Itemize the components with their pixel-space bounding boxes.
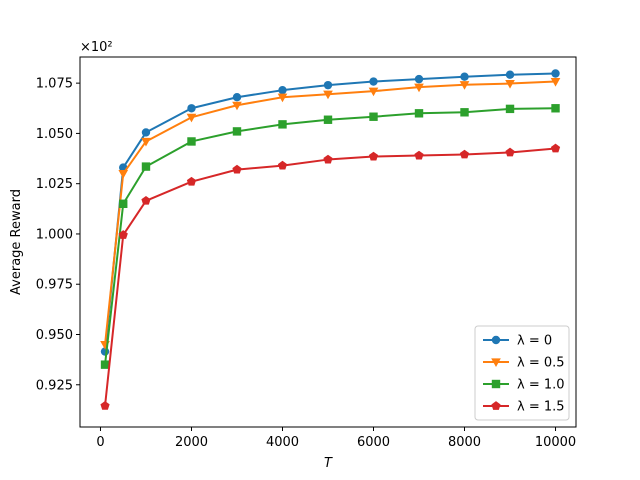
legend-label: λ = 1.5 xyxy=(517,400,565,415)
y-tick-label: 1.050 xyxy=(36,127,73,142)
legend-item: λ = 1.0 xyxy=(483,378,565,393)
y-tick-label: 1.025 xyxy=(36,177,73,192)
data-point xyxy=(505,70,515,79)
data-point xyxy=(186,113,197,123)
x-tick-label: 8000 xyxy=(448,435,481,450)
data-point xyxy=(186,176,197,186)
data-point xyxy=(459,81,470,90)
data-point xyxy=(505,104,515,114)
data-point xyxy=(232,101,242,111)
legend: λ = 0 λ = 0.5 λ = 1.0 λ = 1.5 xyxy=(474,325,570,421)
data-point xyxy=(460,108,469,117)
data-point xyxy=(187,137,196,146)
data-point xyxy=(369,112,378,121)
data-point xyxy=(414,150,424,160)
data-point xyxy=(414,109,424,118)
data-point xyxy=(414,74,424,84)
data-point xyxy=(414,83,424,93)
legend-item: λ = 1.5 xyxy=(483,400,565,415)
data-point xyxy=(118,230,128,239)
y-tick-label: 0.925 xyxy=(36,378,73,393)
series-line xyxy=(104,147,556,406)
data-point xyxy=(187,104,196,113)
data-point xyxy=(141,195,151,205)
series-2 xyxy=(100,104,560,369)
y-axis-label: Average Reward xyxy=(9,189,24,295)
x-axis-label: T xyxy=(324,456,333,471)
x-tick-label: 6000 xyxy=(357,435,390,450)
series-0 xyxy=(100,69,560,356)
data-point xyxy=(323,90,333,100)
series-line xyxy=(104,107,556,365)
data-point xyxy=(505,79,515,89)
series-line xyxy=(104,80,556,345)
data-point xyxy=(368,87,379,97)
series-layer xyxy=(100,69,561,410)
legend-marker xyxy=(491,335,501,345)
data-point xyxy=(141,128,151,137)
data-point xyxy=(119,199,128,208)
y-tick-label: 1.000 xyxy=(36,227,73,242)
data-point xyxy=(550,77,561,87)
data-point xyxy=(369,77,378,86)
data-point xyxy=(323,115,333,124)
legend-item: λ = 0.5 xyxy=(483,356,565,371)
data-point xyxy=(368,151,379,161)
legend-marker xyxy=(491,401,501,410)
data-point xyxy=(278,85,287,95)
data-point xyxy=(118,170,129,179)
x-tick-label: 0 xyxy=(96,435,104,450)
y-tick-label: 1.075 xyxy=(36,77,73,92)
x-tick-label: 2000 xyxy=(175,435,208,450)
data-point xyxy=(323,154,333,164)
data-point xyxy=(141,137,151,147)
x-tick-label: 4000 xyxy=(266,435,299,450)
y-tick-label: 0.950 xyxy=(36,328,73,343)
legend-label: λ = 0.5 xyxy=(517,356,565,371)
ticks-layer: 0 2000 4000 6000 8000 10000 0.925 0.950 0.975 1.0… xyxy=(36,77,576,450)
data-point xyxy=(100,401,110,410)
data-point xyxy=(323,80,333,90)
data-point xyxy=(459,149,470,159)
legend-marker xyxy=(491,379,501,389)
data-point xyxy=(505,147,515,157)
data-point xyxy=(141,162,151,171)
data-point xyxy=(277,93,288,103)
data-point xyxy=(277,160,288,170)
data-point xyxy=(232,164,242,174)
data-point xyxy=(551,69,560,78)
legend-label: λ = 1.0 xyxy=(517,378,565,393)
x-tick-label: 10000 xyxy=(535,435,576,450)
data-point xyxy=(232,127,242,136)
data-point xyxy=(550,143,561,153)
series-3 xyxy=(100,143,561,410)
y-tick-label: 0.975 xyxy=(36,278,73,293)
data-point xyxy=(460,72,469,81)
data-point xyxy=(100,360,110,369)
data-point xyxy=(278,120,287,129)
y-multiplier-label: ×10² xyxy=(80,40,113,55)
legend-marker xyxy=(491,358,501,368)
series-line xyxy=(104,72,556,352)
legend-label: λ = 0 xyxy=(517,334,552,349)
data-point xyxy=(232,93,242,102)
plot-frame xyxy=(79,56,577,428)
data-point xyxy=(551,104,560,113)
legend-item: λ = 0 xyxy=(483,334,552,349)
legend-box xyxy=(474,325,570,421)
